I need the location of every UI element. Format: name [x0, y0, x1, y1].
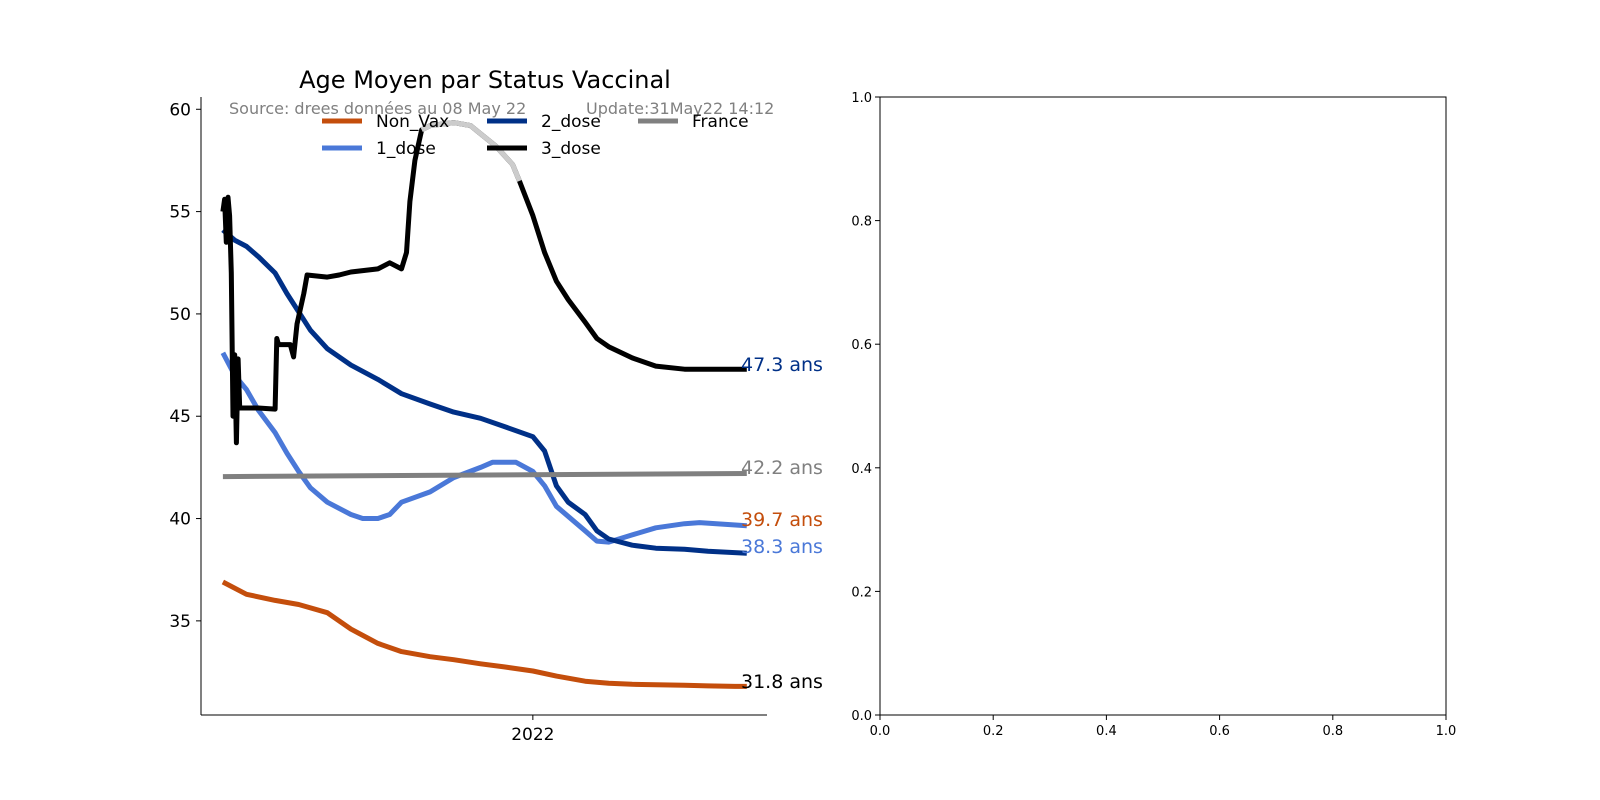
y-tick-label: 45	[169, 407, 191, 427]
empty-axes-chart: 0.0 0.2 0.4 0.6 0.8 1.0 0.0 0.2 0.4 0.6 0.8 1.0	[851, 91, 1456, 739]
plot-frame	[879, 96, 1447, 716]
y-tick-label: 40	[169, 510, 191, 530]
y-tick-label: 0.4	[851, 462, 872, 477]
source-note: Source: drees données au 08 May 22	[229, 99, 526, 118]
legend-label: 3_dose	[541, 139, 601, 159]
series-end-label: 39.7 ans	[741, 509, 823, 531]
y-tick-label: 60	[169, 100, 191, 120]
x-tick-label: 0.4	[1096, 724, 1117, 739]
y-tick-label: 0.2	[851, 585, 872, 600]
y-tick-label: 50	[169, 305, 191, 325]
legend-label: Non_Vax	[376, 112, 449, 132]
series-end-label: 31.8 ans	[741, 671, 823, 693]
series-line-france	[222, 471, 747, 480]
series-line-2-dose	[221, 228, 747, 556]
y-tick-label: 35	[169, 612, 191, 632]
y-tick-label: 55	[169, 203, 191, 223]
x-tick-label: 0.6	[1209, 724, 1230, 739]
x-tick-label: 2022	[511, 725, 554, 745]
age-line-chart: 35 40 45 50 55 60 2022 39.7 ans 38.3 ans 47.3 ans…	[169, 66, 823, 745]
x-tick-label: 0.2	[983, 724, 1004, 739]
x-tick-label: 1.0	[1436, 724, 1457, 739]
series-line-3-dose	[220, 120, 747, 446]
x-tick-label: 0.0	[870, 724, 891, 739]
legend-label: France	[692, 112, 749, 132]
y-tick-label: 0.8	[851, 215, 872, 230]
series-end-label: 47.3 ans	[741, 354, 823, 376]
series-line-non-vax	[221, 579, 747, 689]
y-tick-label: 0.0	[851, 709, 872, 724]
chart-title: Age Moyen par Status Vaccinal	[299, 66, 671, 94]
series-end-label: 38.3 ans	[741, 536, 823, 558]
y-tick-label: 1.0	[851, 91, 872, 106]
update-note: Update:31May22 14:12	[586, 99, 774, 118]
legend-label: 2_dose	[541, 112, 601, 132]
series-end-label: 42.2 ans	[741, 457, 823, 479]
series-line-highlight	[420, 120, 522, 182]
series-line-1-dose	[220, 351, 747, 545]
legend-label: 1_dose	[376, 139, 436, 159]
x-tick-label: 0.8	[1322, 724, 1343, 739]
y-tick-label: 0.6	[851, 338, 872, 353]
